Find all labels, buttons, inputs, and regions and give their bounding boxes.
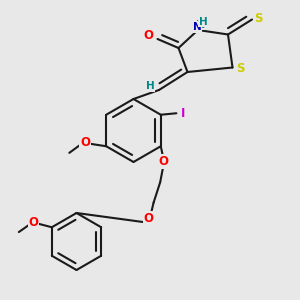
Text: O: O [80, 136, 90, 149]
Text: H: H [199, 16, 208, 27]
Text: O: O [143, 212, 154, 225]
Text: I: I [181, 107, 185, 120]
Text: H: H [146, 81, 154, 92]
Text: H: H [196, 20, 205, 30]
Text: O: O [143, 29, 154, 42]
Text: O: O [159, 155, 169, 168]
Text: N: N [193, 22, 202, 32]
Text: O: O [28, 216, 38, 229]
Text: S: S [236, 62, 244, 76]
Text: S: S [254, 11, 263, 25]
